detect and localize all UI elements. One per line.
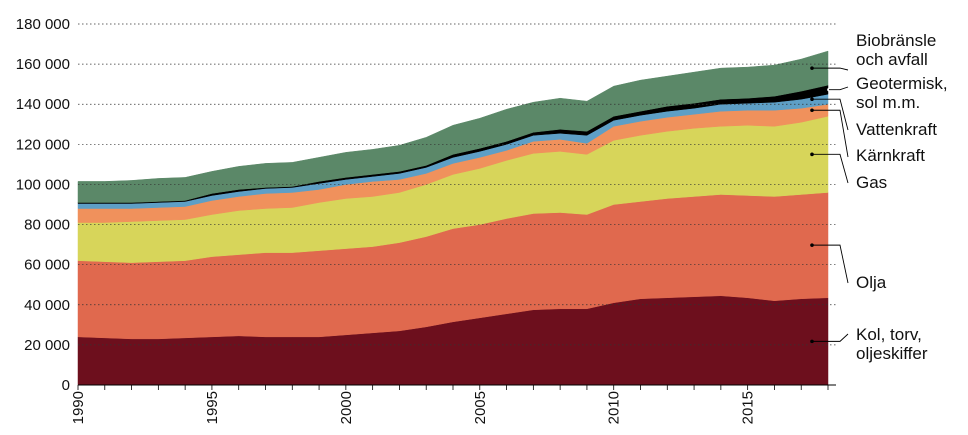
area <box>77 50 829 203</box>
x-tick-label: 2015 <box>740 391 757 424</box>
leader-line <box>812 67 849 71</box>
y-tick-label: 140 000 <box>16 96 70 113</box>
y-tick-label: 80 000 <box>24 217 70 234</box>
y-tick-label: 60 000 <box>24 257 70 274</box>
legend-label: Kol, torv, oljeskiffer <box>856 325 928 363</box>
leader-line <box>812 333 849 342</box>
y-tick-label: 160 000 <box>16 56 70 73</box>
leader-line <box>829 86 849 91</box>
y-tick-label: 120 000 <box>16 136 70 153</box>
legend-label: Olja <box>856 273 887 292</box>
y-tick-label: 0 <box>62 377 70 394</box>
legend-label: Biobränsle och avfall <box>856 31 937 69</box>
x-tick-label: 1995 <box>204 391 221 424</box>
x-tick-label: 1990 <box>70 391 87 424</box>
legend-label: Gas <box>856 173 888 192</box>
y-tick-label: 180 000 <box>16 16 70 33</box>
x-tick-label: 2010 <box>606 391 623 424</box>
leader-line <box>812 244 849 284</box>
y-tick-label: 100 000 <box>16 176 70 193</box>
x-tick-label: 2000 <box>338 391 355 424</box>
legend-label: Kärnkraft <box>856 146 925 165</box>
y-tick-label: 20 000 <box>24 337 70 354</box>
y-tick-label: 40 000 <box>24 297 70 314</box>
x-tick-label: 2005 <box>472 391 489 424</box>
legend-label: Geotermisk, sol m.m. <box>856 74 948 112</box>
leader-line <box>812 98 849 131</box>
leader-line <box>812 153 849 184</box>
leader-line <box>812 109 849 158</box>
legend-label: Vattenkraft <box>856 120 937 139</box>
